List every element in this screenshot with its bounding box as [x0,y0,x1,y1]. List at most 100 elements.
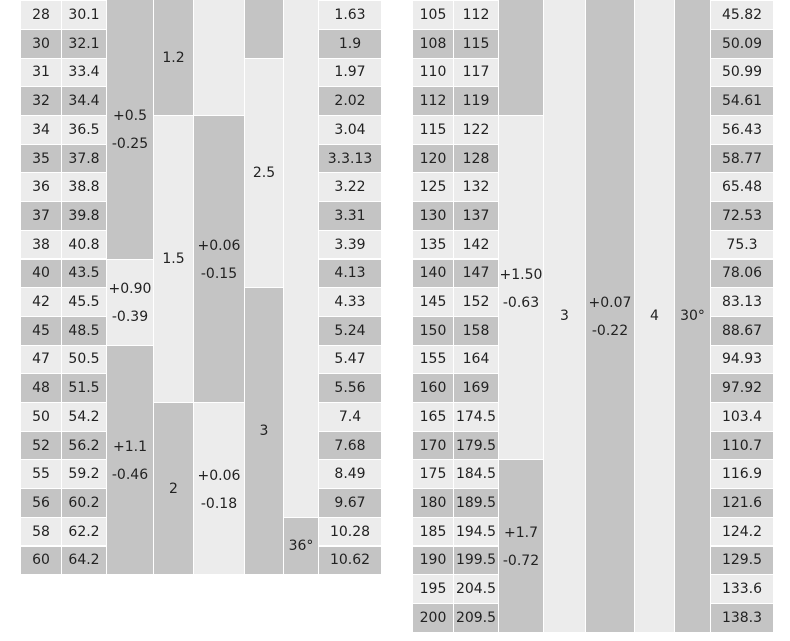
m-cell: 83.13 [711,288,773,316]
value-span: 3 [544,0,585,632]
m-cell: 54.61 [711,87,773,115]
d-cell: 34 [21,116,61,144]
d1-cell: 30.1 [62,1,106,29]
m-cell: 5.56 [319,374,381,402]
m-cell: 1.63 [319,1,381,29]
d-cell: 195 [413,575,453,603]
d-cell: 200 [413,603,453,632]
upper-tolerance: +1.7 [504,524,538,541]
tolerance-span [499,0,543,115]
d-cell: 56 [21,489,61,517]
m-cell: 1.9 [319,29,381,58]
d1-cell: 209.5 [454,603,498,632]
m-cell: 116.9 [711,460,773,489]
d1-cell: 117 [454,58,498,87]
d1-cell: 169 [454,374,498,402]
upper-tolerance: +1.50 [499,266,543,283]
d-cell: 180 [413,489,453,517]
height-value: 3 [259,423,269,440]
d1-cell: 43.5 [62,259,106,288]
d1-cell: 194.5 [454,517,498,546]
lower-tolerance: -0.22 [591,322,629,339]
lower-tolerance: -0.46 [111,466,149,483]
lower-tolerance: -0.15 [200,266,238,282]
m-cell: 50.09 [711,29,773,58]
m-cell: 3.3.13 [319,144,381,173]
m-cell: 133.6 [711,575,773,603]
m-cell: 121.6 [711,489,773,517]
m-cell: 7.4 [319,403,381,431]
angle-value: 30° [680,307,705,324]
m-cell: 9.67 [319,489,381,517]
d-cell: 185 [413,517,453,546]
tolerance-span: +0.5 -0.25 [107,0,153,259]
value-span: 36° [284,517,318,575]
upper-tolerance: +1.1 [113,438,147,455]
d1-cell: 179.5 [454,431,498,460]
d1-cell: 119 [454,87,498,115]
height-value: 2.5 [252,164,276,181]
d1-cell: 128 [454,144,498,173]
d1-cell: 174.5 [454,403,498,431]
upper-tolerance: +0.06 [197,467,241,484]
m-cell: 7.68 [319,431,381,460]
d1-cell: 164 [454,345,498,374]
d-cell: 130 [413,202,453,230]
d-cell: 110 [413,58,453,87]
d1-cell: 38.8 [62,173,106,202]
m-cell: 88.67 [711,316,773,345]
d1-cell: 184.5 [454,460,498,489]
d-cell: 190 [413,546,453,575]
tolerance-span: +1.7 -0.72 [499,460,543,632]
d-cell: 32 [21,87,61,115]
m-cell: 110.7 [711,431,773,460]
m-cell: 97.92 [711,374,773,402]
m-cell: 138.3 [711,603,773,632]
d-cell: 135 [413,230,453,259]
m-cell: 3.31 [319,202,381,230]
d1-cell: 51.5 [62,374,106,402]
value-span: 1.5 [154,116,193,402]
d-cell: 36 [21,173,61,202]
d-cell: 42 [21,288,61,316]
m-cell: 45.82 [711,1,773,29]
tolerance-span: +0.07 -0.22 [586,0,634,632]
d-cell: 38 [21,230,61,259]
m-cell: 3.22 [319,173,381,202]
d1-cell: 204.5 [454,575,498,603]
d1-cell: 36.5 [62,116,106,144]
m-cell: 8.49 [319,460,381,489]
d1-cell: 147 [454,259,498,288]
d-cell: 115 [413,116,453,144]
m-cell: 103.4 [711,403,773,431]
m-cell: 58.77 [711,144,773,173]
d1-cell: 40.8 [62,230,106,259]
d1-cell: 60.2 [62,489,106,517]
d1-cell: 32.1 [62,29,106,58]
d-cell: 28 [21,1,61,29]
m-cell: 1.97 [319,58,381,87]
d-cell: 165 [413,403,453,431]
d-cell: 125 [413,173,453,202]
height-value: 4 [650,307,659,324]
d1-cell: 54.2 [62,403,106,431]
d1-cell: 122 [454,116,498,144]
d1-cell: 137 [454,202,498,230]
d1-cell: 56.2 [62,431,106,460]
upper-tolerance: +0.90 [108,281,152,298]
tolerance-span: +0.06 -0.15 [194,116,244,402]
d-cell: 112 [413,87,453,115]
d-cell: 160 [413,374,453,402]
d1-cell: 59.2 [62,460,106,489]
d-cell: 150 [413,316,453,345]
d1-cell: 34.4 [62,87,106,115]
width-value: 3 [560,307,569,324]
m-cell: 72.53 [711,202,773,230]
d1-cell: 45.5 [62,288,106,316]
d-cell: 30 [21,29,61,58]
d1-cell: 48.5 [62,316,106,345]
tolerance-span: +0.06 -0.18 [194,403,244,575]
d1-cell: 115 [454,29,498,58]
d1-cell: 37.8 [62,144,106,173]
tolerance-span: +1.1 -0.46 [107,345,153,575]
